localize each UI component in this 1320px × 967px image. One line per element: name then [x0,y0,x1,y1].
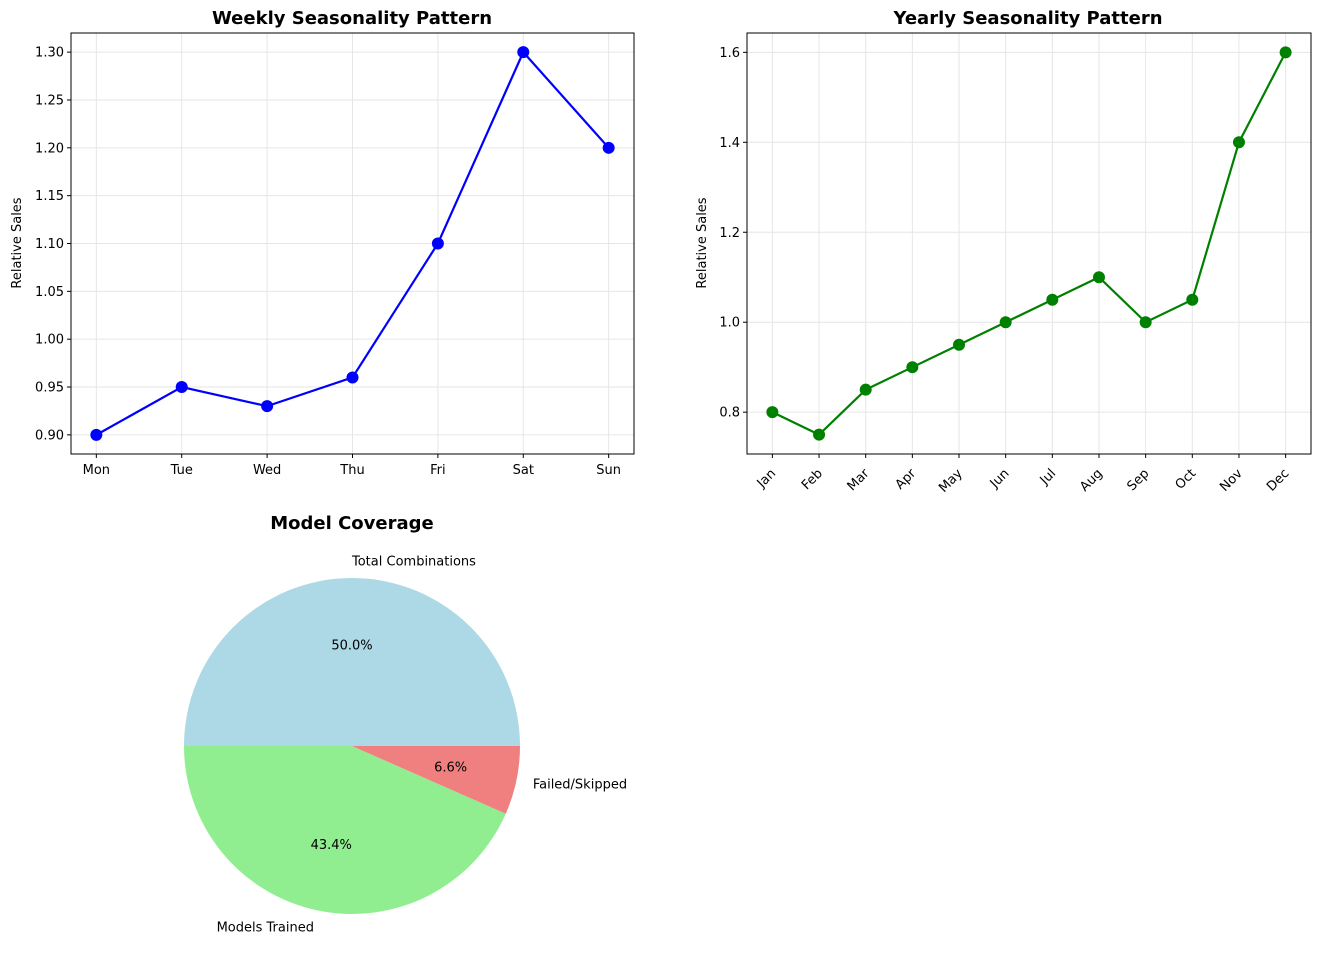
y-tick-label: 1.05 [35,285,64,300]
data-point [1279,46,1292,59]
yearly-plot-frame [746,32,1312,455]
y-tick-label: 1.2 [719,226,740,241]
data-point [90,428,103,441]
data-point [859,383,872,396]
pie-slice [352,746,520,814]
weekly-grid [71,33,634,454]
x-tick-label: Dec [1264,466,1292,494]
x-tick-label: Thu [339,463,364,478]
data-point [346,371,359,384]
yearly-grid [747,33,1311,454]
data-point [906,361,919,374]
weekly-seasonality-chart: Weekly Seasonality Pattern 0.90 0.95 1.00 1… [10,8,635,478]
x-tick-label: Wed [253,463,281,478]
data-point [766,406,779,419]
y-tick-label: 0.90 [35,428,64,443]
data-point [1139,316,1152,329]
pie-percent-label: 6.6% [434,760,467,775]
x-tick-label: Sat [513,463,534,478]
pie-slice [184,746,506,915]
x-tick-label: Fri [430,463,446,478]
y-tick-label: 1.6 [719,46,740,61]
weekly-y-ticks: 0.90 0.95 1.00 1.05 1.10 1.15 1.20 1.25 1.30 [35,46,71,443]
data-point [813,428,826,441]
x-tick-label: Mar [845,466,873,494]
pie-category-label: Total Combinations [351,555,476,570]
x-tick-label: Sep [1125,466,1153,494]
y-tick-label: 1.15 [35,189,64,204]
weekly-y-axis-label: Relative Sales [10,197,25,288]
model-coverage-chart: Model Coverage 50.0% Total Combinations 43… [184,513,627,935]
x-tick-label: Sun [596,463,621,478]
data-point [1186,293,1199,306]
data-point [999,316,1012,329]
series-line [771,51,1287,436]
data-point [431,237,444,250]
y-tick-label: 1.4 [719,136,740,151]
pie-slices [184,578,520,915]
pie-category-label: Failed/Skipped [533,778,627,793]
pie-labels: 50.0% Total Combinations 43.4% Models Train… [217,555,628,936]
pie-chart-title: Model Coverage [270,513,433,534]
yearly-x-ticks: Jan Feb Mar Apr May Jun Jul Aug Sep Oct Nov Dec [754,454,1292,496]
yearly-seasonality-chart: Yearly Seasonality Pattern 0.8 1.0 1.2 1.4 1… [695,8,1312,496]
yearly-y-ticks: 0.8 1.0 1.2 1.4 1.6 [719,46,747,421]
weekly-chart-title: Weekly Seasonality Pattern [212,8,492,29]
yearly-y-axis-label: Relative Sales [695,197,710,288]
weekly-x-ticks: Mon Tue Wed Thu Fri Sat Sun [83,454,621,478]
y-tick-label: 1.20 [35,141,64,156]
data-point [953,338,966,351]
y-tick-label: 1.25 [35,93,64,108]
yearly-chart-title: Yearly Seasonality Pattern [892,8,1162,29]
x-tick-label: Tue [170,463,193,478]
data-point [1046,293,1059,306]
yearly-series [766,46,1292,441]
weekly-plot-frame [70,32,635,455]
pie-slice [184,578,520,746]
data-point [517,46,530,59]
x-tick-label: Mon [83,463,110,478]
data-point [1092,271,1105,284]
y-tick-label: 1.00 [35,333,64,348]
data-point [1232,136,1245,149]
y-tick-label: 0.95 [35,381,64,396]
x-tick-label: May [936,466,966,496]
data-point [175,381,188,394]
x-tick-label: Jun [987,466,1013,492]
y-tick-label: 1.10 [35,237,64,252]
x-tick-label: Nov [1217,466,1246,495]
x-tick-label: Apr [893,466,920,493]
data-point [602,141,615,154]
x-tick-label: Feb [799,466,826,493]
x-tick-label: Aug [1077,466,1106,495]
data-point [261,400,274,413]
x-tick-label: Jul [1037,466,1059,488]
pie-percent-label: 50.0% [331,639,372,654]
y-tick-label: 1.30 [35,46,64,61]
weekly-series [90,46,615,441]
x-tick-label: Oct [1173,466,1200,493]
y-tick-label: 0.8 [719,406,740,421]
pie-category-label: Models Trained [217,920,314,935]
x-tick-label: Jan [754,466,779,491]
y-tick-label: 1.0 [719,316,740,331]
pie-percent-label: 43.4% [311,838,352,853]
